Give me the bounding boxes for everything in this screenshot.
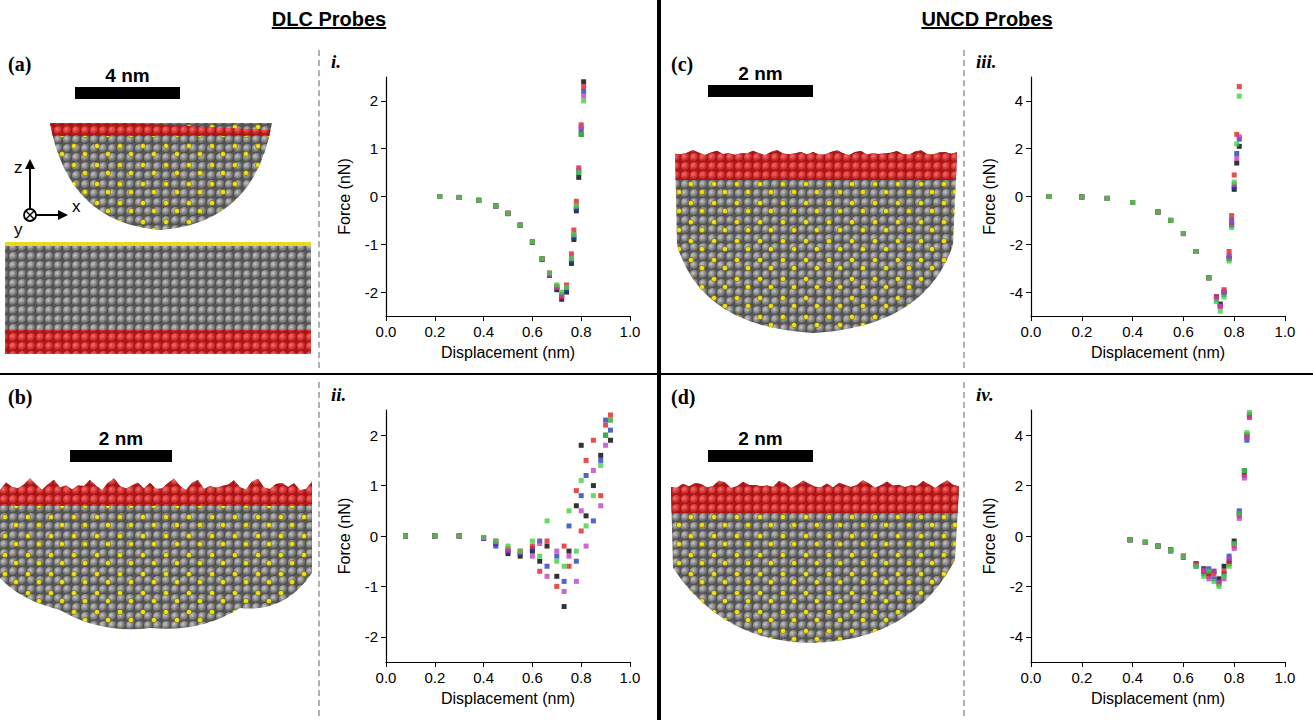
svg-text:0.6: 0.6 — [1173, 323, 1194, 340]
svg-text:4 nm: 4 nm — [105, 65, 149, 86]
svg-text:-4: -4 — [1010, 284, 1023, 301]
svg-text:0.2: 0.2 — [1071, 323, 1092, 340]
svg-text:1: 1 — [370, 477, 378, 494]
svg-text:-1: -1 — [365, 578, 378, 595]
svg-text:0.2: 0.2 — [424, 323, 445, 340]
svg-text:-2: -2 — [1010, 578, 1023, 595]
svg-text:1: 1 — [370, 140, 378, 157]
svg-text:y: y — [14, 220, 23, 239]
svg-text:0.4: 0.4 — [1122, 669, 1143, 686]
html-text:DLC Probes: DLC Probes — [271, 8, 387, 30]
svg-text:Displacement (nm): Displacement (nm) — [441, 344, 575, 361]
svg-text:0.4: 0.4 — [473, 669, 494, 686]
svg-text:(c): (c) — [671, 53, 693, 76]
svg-text:0.0: 0.0 — [1021, 669, 1042, 686]
svg-text:0.6: 0.6 — [522, 323, 543, 340]
svg-text:0: 0 — [1015, 528, 1023, 545]
svg-text:1.0: 1.0 — [1275, 669, 1296, 686]
svg-text:0.2: 0.2 — [424, 669, 445, 686]
svg-text:0.8: 0.8 — [571, 323, 592, 340]
svg-text:Displacement (nm): Displacement (nm) — [1091, 344, 1225, 361]
svg-text:1.0: 1.0 — [1275, 323, 1296, 340]
svg-text:0.8: 0.8 — [571, 669, 592, 686]
svg-text:z: z — [14, 158, 23, 177]
svg-text:1.0: 1.0 — [620, 323, 641, 340]
svg-text:0: 0 — [1015, 188, 1023, 205]
svg-text:-1: -1 — [365, 236, 378, 253]
svg-text:2: 2 — [370, 427, 378, 444]
svg-text:0.4: 0.4 — [1122, 323, 1143, 340]
svg-text:2 nm: 2 nm — [99, 428, 143, 449]
svg-text:-2: -2 — [1010, 236, 1023, 253]
svg-text:Displacement (nm): Displacement (nm) — [1091, 690, 1225, 707]
svg-text:(d): (d) — [671, 386, 695, 409]
svg-text:i.: i. — [331, 51, 341, 72]
svg-text:1.0: 1.0 — [620, 669, 641, 686]
svg-text:x: x — [72, 197, 81, 216]
svg-text:2 nm: 2 nm — [738, 63, 782, 84]
svg-text:2 nm: 2 nm — [738, 428, 782, 449]
svg-text:4: 4 — [1015, 92, 1023, 109]
svg-text:-4: -4 — [1010, 628, 1023, 645]
svg-text:0.0: 0.0 — [376, 323, 397, 340]
svg-text:Displacement (nm): Displacement (nm) — [441, 690, 575, 707]
svg-text:2: 2 — [1015, 140, 1023, 157]
svg-text:0.4: 0.4 — [473, 323, 494, 340]
svg-text:Force (nN): Force (nN) — [336, 498, 353, 574]
svg-text:2: 2 — [1015, 477, 1023, 494]
svg-text:(b): (b) — [8, 386, 32, 409]
svg-text:0.6: 0.6 — [522, 669, 543, 686]
svg-text:-2: -2 — [365, 628, 378, 645]
svg-text:0.8: 0.8 — [1224, 323, 1245, 340]
svg-text:2: 2 — [370, 92, 378, 109]
svg-text:Force (nN): Force (nN) — [336, 158, 353, 234]
svg-text:iii.: iii. — [976, 51, 997, 72]
svg-text:4: 4 — [1015, 427, 1023, 444]
html-text:UNCD Probes: UNCD Probes — [921, 8, 1053, 30]
svg-text:0: 0 — [370, 528, 378, 545]
svg-text:0.8: 0.8 — [1224, 669, 1245, 686]
svg-text:iv.: iv. — [976, 384, 994, 405]
svg-text:(a): (a) — [8, 53, 31, 76]
svg-text:-2: -2 — [365, 284, 378, 301]
svg-text:0: 0 — [370, 188, 378, 205]
svg-text:0.0: 0.0 — [376, 669, 397, 686]
svg-text:0.2: 0.2 — [1071, 669, 1092, 686]
svg-text:Force (nN): Force (nN) — [981, 498, 998, 574]
svg-text:0.0: 0.0 — [1021, 323, 1042, 340]
svg-text:ii.: ii. — [331, 384, 346, 405]
svg-text:Force (nN): Force (nN) — [981, 158, 998, 234]
svg-text:0.6: 0.6 — [1173, 669, 1194, 686]
